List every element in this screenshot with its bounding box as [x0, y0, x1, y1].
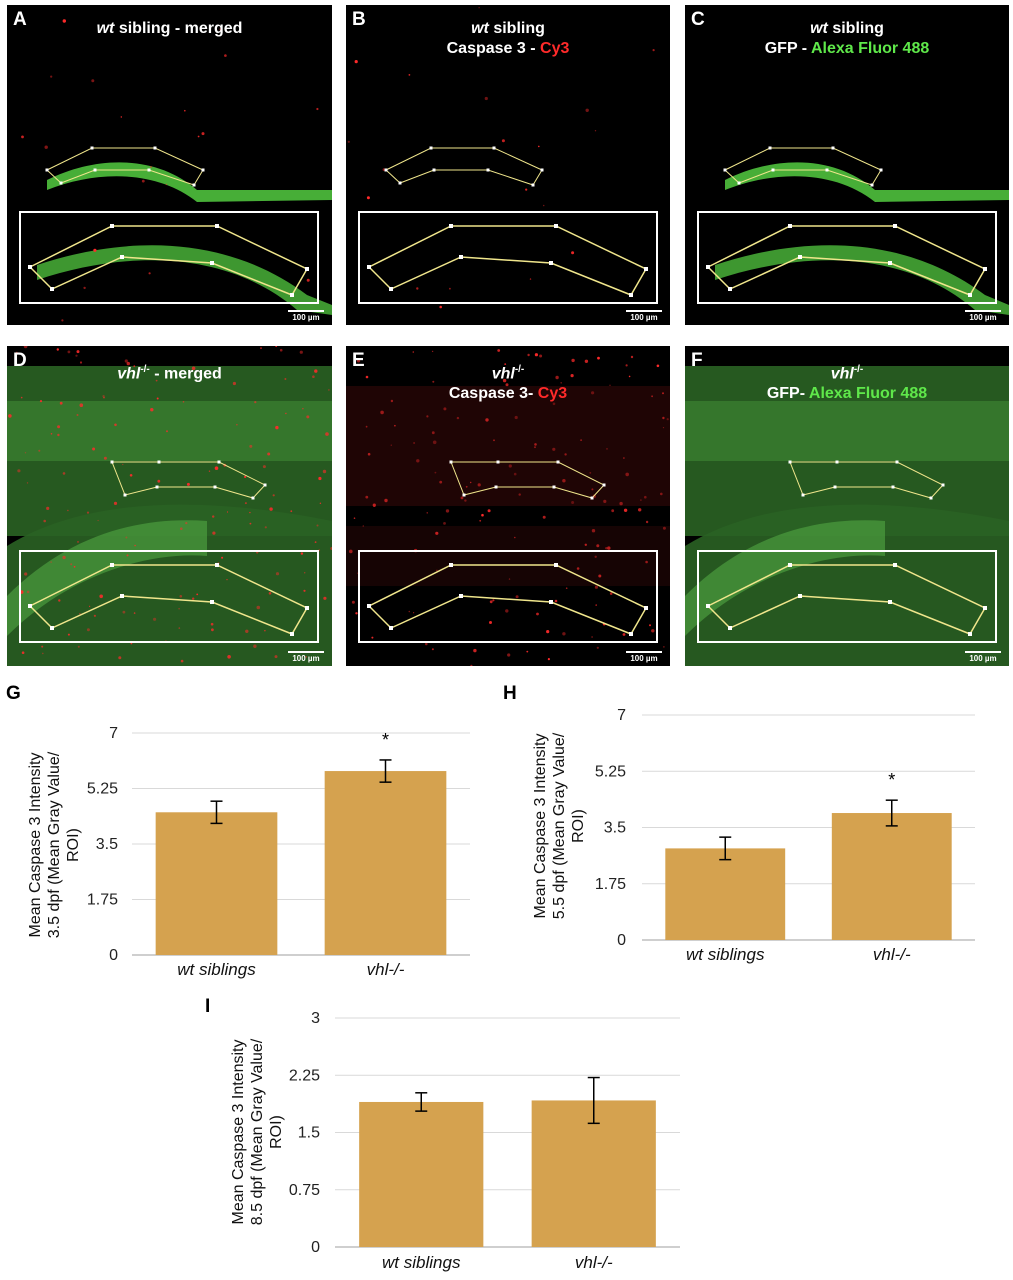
panel-title: vhl-/- GFP- Alexa Fluor 488: [766, 364, 928, 403]
x-category-label: wt siblings: [686, 945, 765, 964]
y-tick-label: 3.5: [604, 820, 626, 837]
micrograph-image: [346, 349, 670, 666]
y-tick-label: 1.75: [87, 892, 118, 909]
micrograph-image: [7, 346, 332, 666]
y-tick-label: 3.5: [96, 836, 118, 853]
y-tick-label: 1.5: [298, 1125, 320, 1142]
panel-title: wt sibling Caspase 3 - Cy3: [446, 20, 570, 57]
y-tick-label: 0: [109, 947, 118, 964]
scale-bar: 100 µm: [965, 310, 1001, 322]
y-tick-label: 0: [617, 932, 626, 949]
panel-letter: E: [352, 350, 365, 371]
panel-title: wt sibling - merged: [96, 20, 243, 37]
scale-bar: 100 µm: [288, 310, 324, 322]
significance-marker: *: [382, 730, 389, 750]
micrograph-image: [19, 19, 332, 322]
y-tick-label: 0: [311, 1239, 320, 1256]
panel-letter: B: [352, 9, 366, 30]
bar: [531, 1100, 656, 1247]
scale-bar: 100 µm: [288, 651, 324, 663]
y-tick-label: 7: [617, 707, 626, 724]
scale-bar: 100 µm: [626, 310, 662, 322]
x-category-label: vhl-/-: [367, 960, 405, 979]
y-axis-label: Mean Caspase 3 Intensity 3.5 dpf (Mean Gr…: [27, 751, 82, 938]
x-category-label: vhl-/-: [873, 945, 911, 964]
y-axis-label: Mean Caspase 3 Intensity 5.5 dpf (Mean Gr…: [532, 732, 587, 919]
chart-panel-letter: I: [205, 996, 211, 1017]
chart-h: 0 1.75 3.5 5.25 7 wt siblings * vhl-/- Mean Casp…: [532, 707, 975, 964]
panel-title: vhl-/- Caspase 3- Cy3: [448, 364, 568, 403]
bar: [155, 812, 278, 955]
micrograph-image: [697, 146, 1009, 315]
y-axis-label: Mean Caspase 3 Intensity 8.5 dpf (Mean Gr…: [230, 1038, 285, 1225]
panel-letter: A: [13, 9, 27, 30]
bar: [324, 771, 447, 955]
significance-marker: *: [888, 770, 895, 790]
x-category-label: wt siblings: [177, 960, 256, 979]
y-tick-label: 7: [109, 725, 118, 742]
scale-bar: 100 µm: [626, 651, 662, 663]
micrograph-image: [347, 7, 658, 309]
bar: [359, 1101, 484, 1247]
x-category-label: wt siblings: [382, 1253, 461, 1272]
chart-g: 0 1.75 3.5 5.25 7 wt siblings * vhl-/- Mean Casp…: [27, 725, 470, 979]
y-tick-label: 3: [311, 1010, 320, 1027]
panel-letter: F: [691, 350, 703, 371]
chart-i: 0 0.75 1.5 2.25 3 wt siblings vhl-/- Mean Caspa…: [230, 1010, 680, 1272]
y-tick-label: 5.25: [595, 763, 626, 780]
chart-panel-letter: H: [503, 683, 517, 704]
bar: [831, 813, 952, 940]
panel-letter: C: [691, 9, 705, 30]
y-tick-label: 0.75: [289, 1182, 320, 1199]
panel-letter: D: [13, 350, 27, 371]
x-category-label: vhl-/-: [575, 1253, 613, 1272]
bar: [665, 848, 786, 940]
scale-bar: 100 µm: [965, 651, 1001, 663]
y-tick-label: 1.75: [595, 876, 626, 893]
chart-panel-letter: G: [6, 683, 21, 704]
y-tick-label: 2.25: [289, 1067, 320, 1084]
micrograph-image: [685, 366, 1009, 666]
panel-title: wt sibling GFP - Alexa Fluor 488: [764, 20, 930, 57]
y-tick-label: 5.25: [87, 781, 118, 798]
panel-title: vhl-/- - merged: [117, 364, 222, 383]
